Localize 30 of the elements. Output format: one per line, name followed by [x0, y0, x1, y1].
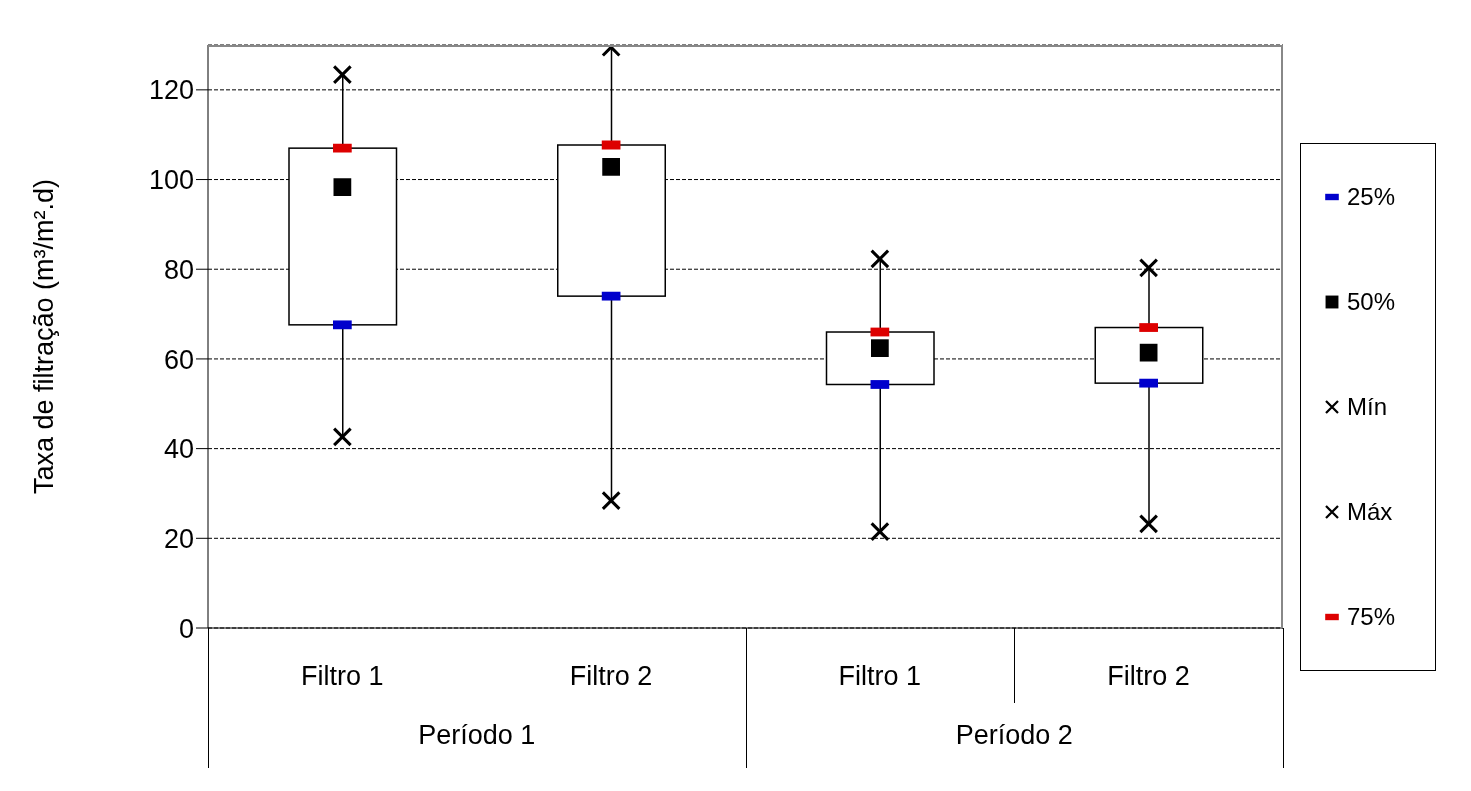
point: [332, 427, 353, 447]
point: [1138, 514, 1159, 534]
legend-label: 50%: [1347, 287, 1396, 316]
point: [871, 339, 889, 358]
y-tick-label: 40: [163, 434, 194, 465]
x-tick-label: Filtro 1: [301, 661, 384, 692]
legend-label: Mín: [1347, 392, 1388, 421]
point: [333, 178, 352, 197]
text: Período 1: [417, 720, 537, 751]
y-tick-label: 20: [163, 523, 194, 554]
point: [1138, 258, 1159, 278]
x-tick-label: Filtro 1: [838, 661, 922, 692]
point: [601, 490, 621, 511]
x-tick-label: Filtro 2: [1107, 661, 1190, 692]
legend-label: 25%: [1347, 182, 1396, 211]
y-axis-title: Taxa de filtração (m³/m².d): [28, 178, 59, 495]
y-tick-label: 60: [163, 344, 194, 375]
legend-label: 75%: [1347, 603, 1396, 632]
point: [332, 64, 353, 85]
y-tick-label: 120: [148, 75, 194, 106]
point: [1139, 343, 1158, 362]
point: [870, 249, 890, 269]
text: Período 2: [954, 720, 1074, 751]
legend-label: Máx: [1347, 498, 1393, 527]
point: [870, 521, 890, 542]
y-tick-label: 0: [178, 613, 194, 644]
y-tick-label: 80: [163, 254, 194, 285]
x-tick-label: Filtro 2: [569, 661, 653, 692]
point: [602, 158, 620, 176]
y-tick-label: 100: [148, 165, 194, 196]
